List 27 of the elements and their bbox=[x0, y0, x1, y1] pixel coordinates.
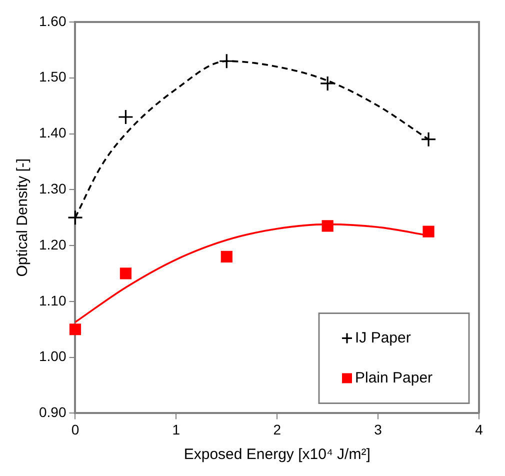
y-tick-label: 1.50 bbox=[39, 68, 66, 85]
x-axis-title: Exposed Energy [x10⁴ J/m²] bbox=[184, 446, 370, 464]
point bbox=[220, 250, 232, 263]
y-tick-label: 1.00 bbox=[39, 348, 66, 364]
point bbox=[218, 53, 234, 69]
point bbox=[120, 268, 132, 280]
x-tick-label: 3 bbox=[374, 421, 382, 438]
y-tick-label: 1.40 bbox=[39, 124, 66, 141]
y-tick-label: 1.30 bbox=[39, 180, 66, 197]
legend-label: Plain Paper bbox=[355, 369, 433, 386]
x-tick-label: 4 bbox=[475, 421, 484, 438]
legend-label: IJ Paper bbox=[355, 329, 411, 346]
y-tick-label: 0.90 bbox=[39, 404, 66, 420]
y-tick-label: 1.20 bbox=[39, 236, 66, 252]
point bbox=[67, 210, 84, 226]
point bbox=[69, 324, 82, 336]
point bbox=[118, 109, 134, 125]
point bbox=[320, 76, 336, 92]
y-tick-label: 1.10 bbox=[39, 292, 66, 308]
x-tick-label: 1 bbox=[172, 421, 180, 438]
point bbox=[322, 220, 334, 232]
y-tick-label: 1.60 bbox=[39, 12, 66, 29]
x-tick-label: 0 bbox=[71, 421, 80, 438]
y-axis-title: Optical Density [-] bbox=[14, 158, 32, 277]
point bbox=[420, 132, 436, 148]
point bbox=[422, 226, 434, 238]
x-tick-label: 2 bbox=[273, 421, 282, 438]
